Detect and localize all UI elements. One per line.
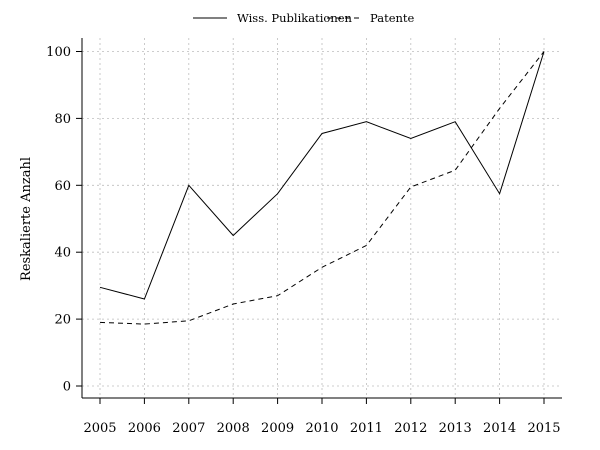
chart-legend: Wiss. Publikationen Patente: [193, 11, 415, 25]
y-tick-label: 20: [54, 313, 71, 328]
series-line-patente: [99, 51, 545, 325]
y-tick-label: 40: [54, 246, 71, 261]
y-tick-label: 100: [46, 45, 71, 60]
grid-lines: [82, 38, 562, 398]
x-tick-label: 2011: [350, 421, 383, 436]
x-tick-label: 2015: [527, 421, 560, 436]
x-tick-label: 2012: [394, 421, 427, 436]
x-tick-label: 2007: [172, 421, 205, 436]
x-tick-label: 2014: [483, 421, 516, 436]
series-line-publikationen: [99, 51, 545, 300]
x-tick-label: 2005: [83, 421, 116, 436]
x-tick-label: 2009: [261, 421, 294, 436]
x-tick-label: 2013: [439, 421, 472, 436]
y-tick-label: 60: [54, 179, 71, 194]
chart-axes: [76, 38, 562, 404]
y-tick-label: 0: [63, 380, 71, 395]
y-tick-label: 80: [54, 112, 71, 127]
data-series: [99, 51, 545, 325]
legend-label-patente: Patente: [370, 11, 415, 25]
tick-labels: 0 20 40 60 80 100 2005 2006 2007 2008 2009 2010 2011…: [46, 45, 560, 436]
legend-label-publikationen: Wiss. Publikationen: [237, 11, 353, 25]
y-axis-title: Reskalierte Anzahl: [19, 157, 34, 281]
x-tick-label: 2006: [128, 421, 161, 436]
x-tick-label: 2008: [217, 421, 250, 436]
x-tick-label: 2010: [305, 421, 338, 436]
